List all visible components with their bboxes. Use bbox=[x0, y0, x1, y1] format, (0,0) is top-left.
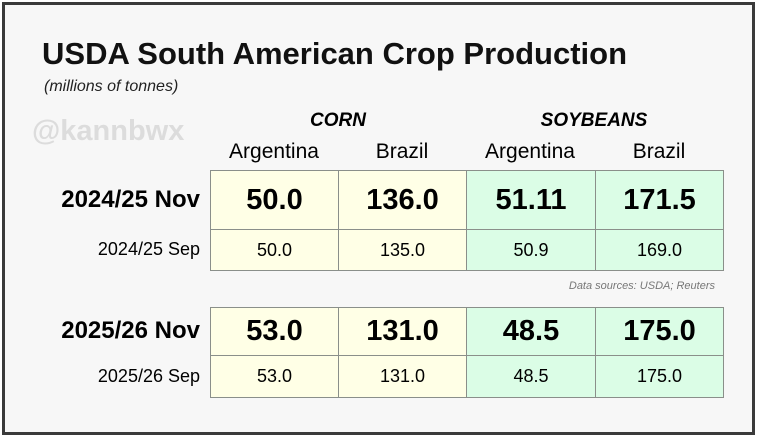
table-cell: 53.0 bbox=[210, 355, 339, 398]
table-cell: 171.5 bbox=[595, 170, 724, 230]
row-label: 2024/25 Nov bbox=[61, 186, 200, 213]
table-cell: 169.0 bbox=[595, 229, 724, 271]
table-cell: 51.11 bbox=[466, 170, 596, 230]
data-source: Data sources: USDA; Reuters bbox=[568, 280, 715, 292]
table-cell: 175.0 bbox=[595, 355, 724, 398]
table-cell: 48.5 bbox=[466, 355, 596, 398]
table-cell: 131.0 bbox=[338, 307, 467, 356]
table-cell: 50.0 bbox=[210, 170, 339, 230]
table-cell: 50.0 bbox=[210, 229, 339, 271]
table-cell: 135.0 bbox=[338, 229, 467, 271]
table-cell: 136.0 bbox=[338, 170, 467, 230]
column-header: Argentina bbox=[485, 140, 575, 163]
row-label: 2024/25 Sep bbox=[97, 239, 200, 259]
table-cell: 131.0 bbox=[338, 355, 467, 398]
column-header: Brazil bbox=[632, 140, 686, 163]
column-header: Brazil bbox=[375, 140, 429, 163]
row-label: 2025/26 Sep bbox=[97, 366, 200, 386]
group-corn: CORN bbox=[310, 110, 366, 131]
column-header: Argentina bbox=[229, 140, 319, 163]
row-label: 2025/26 Nov bbox=[61, 317, 200, 344]
table-cell: 48.5 bbox=[466, 307, 596, 356]
chart-title: USDA South American Crop Production bbox=[42, 36, 628, 71]
table-cell: 175.0 bbox=[595, 307, 724, 356]
table-cell: 53.0 bbox=[210, 307, 339, 356]
watermark: @kannbwx bbox=[32, 115, 185, 147]
group-soybeans: SOYBEANS bbox=[540, 110, 648, 131]
table-cell: 50.9 bbox=[466, 229, 596, 271]
chart-subtitle: (millions of tonnes) bbox=[44, 78, 179, 95]
